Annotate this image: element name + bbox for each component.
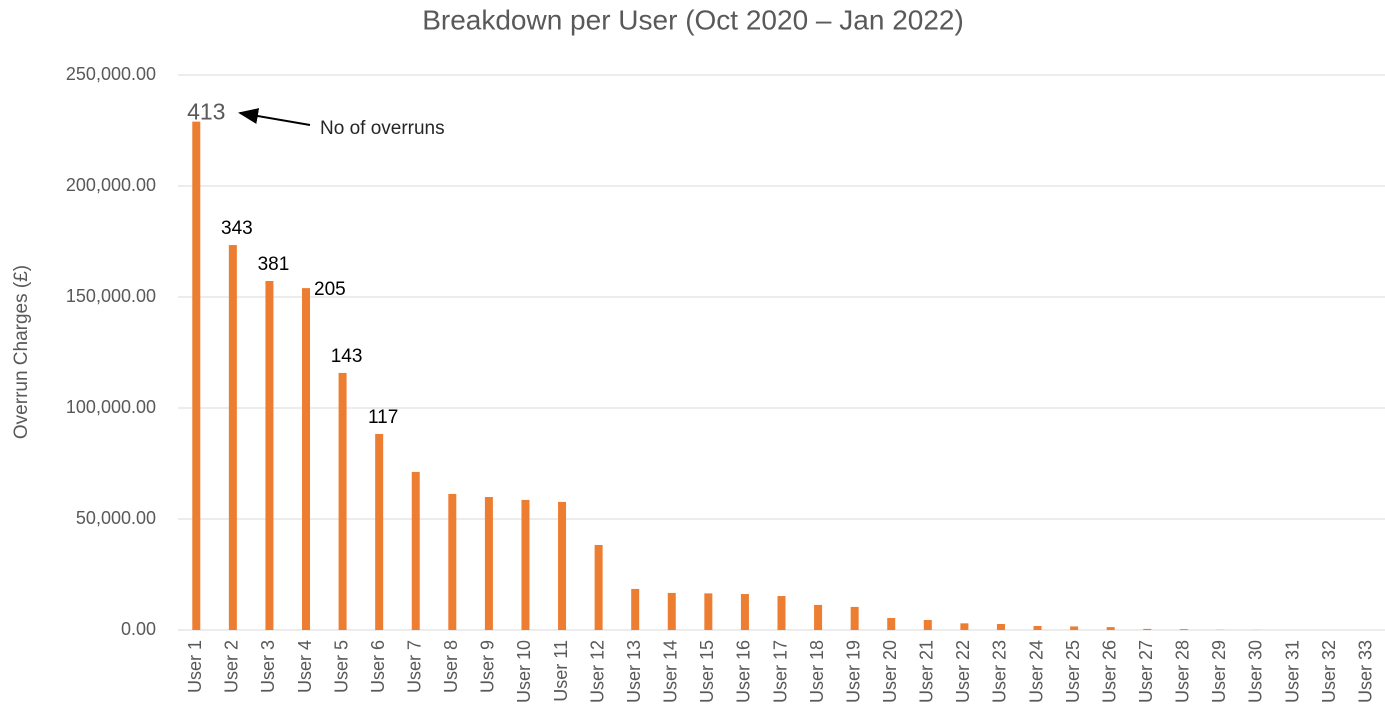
data-label: 413 (187, 99, 225, 125)
bar (1143, 628, 1152, 630)
bar (228, 245, 237, 630)
y-tick-label: 50,000.00 (76, 508, 156, 528)
x-tick-label: User 13 (624, 640, 644, 703)
bar (1070, 626, 1079, 630)
bar (1033, 626, 1042, 630)
bar (558, 501, 567, 630)
bar (923, 620, 932, 630)
x-tick-label: User 1 (185, 640, 205, 693)
data-label: 117 (368, 407, 398, 428)
x-tick-label: User 31 (1282, 640, 1302, 703)
annotation-arrow (238, 108, 311, 126)
y-tick-label: 100,000.00 (66, 397, 156, 417)
x-tick-label: User 23 (990, 640, 1010, 703)
x-tick-label: User 32 (1319, 640, 1339, 703)
x-tick-label: User 8 (441, 640, 461, 693)
x-tick-label: User 21 (917, 640, 937, 703)
x-tick-label: User 24 (1026, 640, 1046, 703)
bar (265, 281, 274, 630)
bar (850, 606, 859, 630)
data-label: 343 (221, 218, 253, 239)
x-tick-label: User 20 (880, 640, 900, 703)
x-tick-label: User 7 (404, 640, 424, 693)
bar (814, 604, 823, 630)
bar (484, 497, 493, 630)
x-tick-label: User 10 (514, 640, 534, 703)
bar (631, 588, 640, 630)
x-tick-label: User 12 (587, 640, 607, 703)
x-tick-label: User 33 (1355, 640, 1375, 703)
x-tick-label: User 5 (331, 640, 351, 693)
x-tick-label: User 6 (368, 640, 388, 693)
x-tick-label: User 17 (770, 640, 790, 703)
x-tick-label: User 30 (1246, 640, 1266, 703)
x-tick-label: User 27 (1136, 640, 1156, 703)
bar (777, 596, 786, 630)
bar (667, 592, 676, 630)
bar (704, 593, 713, 630)
x-tick-label: User 15 (697, 640, 717, 703)
y-tick-label: 250,000.00 (66, 64, 156, 84)
data-label: 381 (258, 254, 290, 275)
data-label: 205 (314, 279, 346, 300)
x-tick-label: User 26 (1099, 640, 1119, 703)
x-tick-label: User 4 (295, 640, 315, 693)
bar (594, 544, 603, 630)
annotation: No of overruns (320, 118, 445, 139)
x-tick-label: User 19 (843, 640, 863, 703)
bar (521, 499, 530, 630)
bar (1106, 627, 1115, 630)
bar (740, 594, 749, 630)
x-tick-label: User 18 (807, 640, 827, 703)
x-tick-label: User 25 (1063, 640, 1083, 703)
y-axis-title: Overrun Charges (£) (11, 265, 32, 439)
x-tick-label: User 14 (661, 640, 681, 703)
bar (960, 623, 969, 630)
x-tick-label: User 3 (258, 640, 278, 693)
bar (302, 288, 311, 630)
x-tick-label: User 22 (953, 640, 973, 703)
chart-title: Breakdown per User (Oct 2020 – Jan 2022) (422, 4, 964, 35)
data-label: 143 (331, 346, 363, 367)
y-tick-label: 150,000.00 (66, 286, 156, 306)
bar (448, 493, 457, 630)
bar (411, 471, 420, 630)
bar (338, 372, 347, 630)
x-tick-label: User 2 (222, 640, 242, 693)
bar (1179, 629, 1188, 630)
x-tick-label: User 28 (1173, 640, 1193, 703)
x-tick-label: User 9 (478, 640, 498, 693)
x-tick-label: User 11 (551, 640, 571, 702)
x-tick-label: User 29 (1209, 640, 1229, 703)
bar (996, 624, 1005, 630)
y-tick-label: 200,000.00 (66, 175, 156, 195)
bar (887, 618, 896, 630)
x-tick-label: User 16 (734, 640, 754, 703)
bar (375, 433, 384, 630)
y-tick-label: 0.00 (121, 619, 156, 639)
bar (192, 121, 201, 631)
